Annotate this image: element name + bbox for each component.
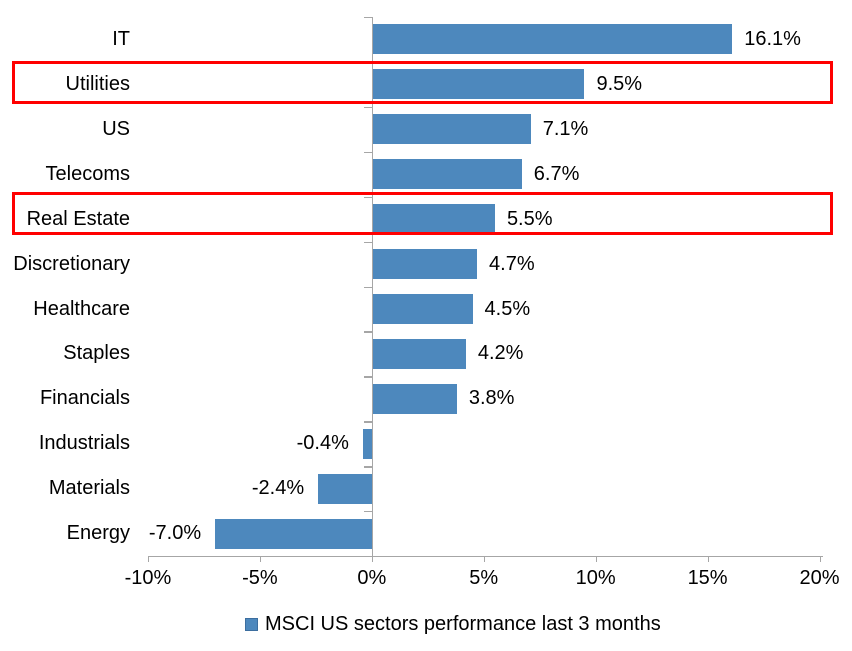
bar-value-label-us: 7.1% — [542, 117, 589, 140]
y-axis-tick — [363, 421, 372, 423]
x-axis-tick — [483, 556, 486, 562]
bar-value-label-staples: 4.2% — [477, 342, 524, 365]
y-axis-tick — [363, 241, 372, 243]
x-axis-tick-label: -5% — [242, 567, 278, 589]
legend-marker-icon — [245, 617, 258, 631]
x-axis-tick — [259, 556, 262, 562]
bar-value-label-materials: -2.4% — [251, 477, 305, 500]
y-axis-line — [371, 17, 374, 556]
bar-utilities — [371, 69, 585, 100]
category-label-us: US — [102, 117, 130, 140]
bar-value-label-telecoms: 6.7% — [533, 162, 580, 185]
highlight-box-real-estate — [12, 192, 833, 235]
category-label-materials: Materials — [48, 477, 130, 500]
category-label-healthcare: Healthcare — [33, 297, 130, 320]
bar-value-label-healthcare: 4.5% — [484, 297, 531, 320]
category-label-utilities: Utilities — [65, 72, 130, 95]
bar-value-label-energy: -7.0% — [148, 522, 202, 545]
bar-industrials — [362, 428, 372, 459]
x-axis-tick-label: 10% — [575, 567, 616, 589]
bar-healthcare — [371, 293, 473, 324]
bar-value-label-discretionary: 4.7% — [489, 252, 535, 275]
x-axis-tick-label: -10% — [124, 567, 172, 589]
y-axis-tick — [363, 151, 372, 154]
x-axis-tick — [148, 556, 150, 562]
x-axis-tick — [707, 556, 709, 562]
bar-financials — [371, 383, 457, 414]
x-axis-tick-label: 0% — [357, 567, 387, 589]
x-axis-tick — [371, 556, 374, 562]
y-axis-tick — [363, 106, 372, 109]
x-axis-tick-label: 5% — [469, 567, 499, 589]
x-axis-line — [148, 556, 823, 558]
bar-value-label-real-estate: 5.5% — [506, 207, 553, 230]
bar-us — [371, 114, 531, 145]
category-label-energy: Energy — [66, 522, 130, 545]
category-label-industrials: Industrials — [38, 432, 130, 455]
bar-telecoms — [371, 159, 522, 190]
category-label-telecoms: Telecoms — [45, 162, 130, 185]
category-label-staples: Staples — [63, 342, 130, 365]
chart-legend: MSCI US sectors performance last 3 month… — [245, 611, 661, 637]
category-label-real-estate: Real Estate — [26, 207, 130, 230]
bar-materials — [318, 473, 372, 504]
bar-value-label-utilities: 9.5% — [596, 72, 643, 95]
y-axis-tick — [363, 17, 372, 19]
x-axis-tick-label: 20% — [799, 567, 840, 589]
bar-real-estate — [371, 204, 495, 235]
bar-energy — [215, 518, 372, 549]
highlight-box-utilities — [12, 61, 833, 104]
y-axis-tick — [363, 331, 372, 333]
bar-discretionary — [371, 249, 478, 280]
legend-label: MSCI US sectors performance last 3 month… — [265, 612, 661, 635]
y-axis-tick — [363, 466, 372, 468]
x-axis-tick — [819, 556, 821, 562]
bar-value-label-financials: 3.8% — [468, 387, 515, 410]
category-label-discretionary: Discretionary — [13, 252, 130, 275]
category-label-financials: Financials — [39, 387, 130, 410]
y-axis-tick — [363, 196, 372, 199]
bar-staples — [371, 338, 466, 369]
x-axis-tick-label: 15% — [687, 567, 728, 589]
y-axis-tick — [363, 286, 372, 288]
x-axis-tick — [595, 556, 598, 562]
bar-value-label-industrials: -0.4% — [296, 432, 349, 455]
y-axis-tick — [363, 511, 372, 513]
bar-value-label-it: 16.1% — [744, 28, 801, 50]
category-label-it: IT — [112, 28, 130, 50]
y-axis-tick — [363, 376, 372, 378]
bar-it — [371, 24, 733, 55]
